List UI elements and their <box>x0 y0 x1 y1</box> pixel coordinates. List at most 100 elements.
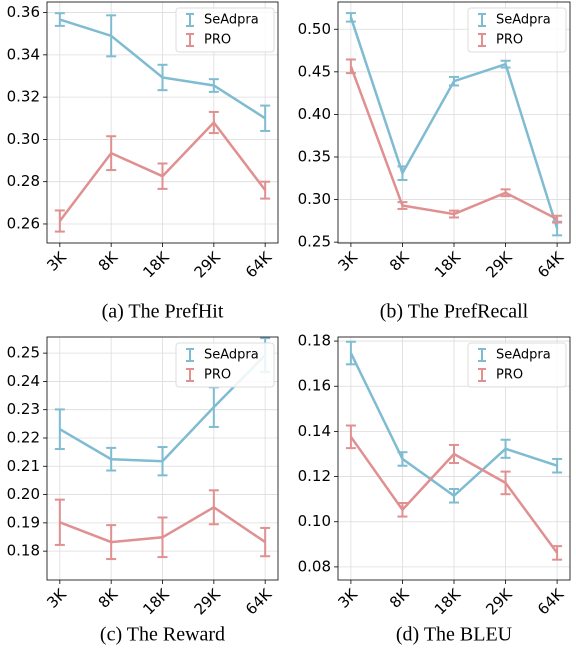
error-bar <box>500 59 511 69</box>
y-tick-label: 0.32 <box>7 88 40 106</box>
y-tick-label: 0.30 <box>298 190 331 208</box>
legend-label: SeAdpra <box>204 13 259 28</box>
y-tick-label: 0.26 <box>7 214 40 232</box>
legend-box <box>467 342 567 388</box>
x-tick-label: 64K <box>534 247 568 281</box>
y-tick-label: 0.10 <box>298 512 331 530</box>
legend: SeAdpra PRO <box>467 342 567 388</box>
error-bar <box>449 75 459 87</box>
error-bar <box>397 201 408 210</box>
axes-frame <box>46 1 279 244</box>
legend: SeAdpra PRO <box>467 7 567 53</box>
error-bar <box>397 165 408 181</box>
x-tick-label: 64K <box>242 584 276 618</box>
y-tick-label: 0.08 <box>298 557 331 575</box>
x-tick-label: 18K <box>431 247 465 281</box>
panel: 0.26 0.28 0.30 0.32 0.34 0.36 3K 8K 18K 29K 64K SeA… <box>7 1 279 323</box>
error-bar <box>552 220 563 237</box>
legend-label: PRO <box>496 368 523 383</box>
error-bar <box>54 498 65 546</box>
legend-box <box>175 7 275 53</box>
legend: SeAdpra PRO <box>175 7 275 53</box>
error-bar <box>260 180 271 200</box>
error-bar <box>208 386 219 428</box>
axes-frame <box>46 336 279 581</box>
x-tick-label: 8K <box>95 247 122 274</box>
y-tick-label: 0.24 <box>7 372 40 390</box>
error-bar <box>106 446 117 472</box>
error-bar <box>106 14 117 58</box>
caption: (a) The PrefHit <box>102 301 224 323</box>
error-bar <box>157 63 168 92</box>
y-tick-label: 0.50 <box>298 20 331 38</box>
error-bar <box>500 470 511 496</box>
legend-box <box>467 7 567 53</box>
caption: (c) The Reward <box>100 624 225 646</box>
plot-area <box>54 12 271 233</box>
error-bar <box>208 78 219 93</box>
error-bar <box>500 438 511 459</box>
legend-box <box>175 342 275 388</box>
y-tick-label: 0.22 <box>7 428 40 446</box>
caption: (d) The BLEU <box>396 624 513 646</box>
error-bar <box>157 162 168 190</box>
legend-label: SeAdpra <box>204 348 259 363</box>
error-bar <box>449 443 459 465</box>
error-bar <box>260 526 271 558</box>
error-bar <box>54 209 65 233</box>
x-tick-label: 29K <box>191 584 225 618</box>
x-tick-label: 29K <box>191 247 225 281</box>
plot-area <box>345 12 563 237</box>
panel: 0.18 0.19 0.20 0.21 0.22 0.23 0.24 0.25 3K 8K 18K 2… <box>7 336 279 646</box>
plot-area <box>345 340 563 561</box>
y-tick-label: 0.36 <box>7 3 40 21</box>
error-bar <box>500 188 511 198</box>
y-tick-label: 0.34 <box>7 45 40 63</box>
x-tick-label: 8K <box>386 247 413 274</box>
x-tick-label: 3K <box>334 247 361 274</box>
legend-label: PRO <box>204 33 231 48</box>
legend: SeAdpra PRO <box>175 342 275 388</box>
x-tick-label: 3K <box>43 584 70 611</box>
error-bar <box>345 424 356 450</box>
x-tick-label: 18K <box>431 584 465 618</box>
x-tick-label: 64K <box>534 584 568 618</box>
x-tick-label: 8K <box>386 584 413 611</box>
x-tick-label: 3K <box>334 584 361 611</box>
y-tick-label: 0.25 <box>7 344 40 362</box>
y-tick-label: 0.16 <box>298 377 331 395</box>
y-tick-label: 0.18 <box>298 332 331 350</box>
error-bar <box>397 451 408 467</box>
x-tick-label: 64K <box>242 247 276 281</box>
error-bar <box>157 446 168 477</box>
y-tick-label: 0.12 <box>298 467 331 485</box>
y-tick-label: 0.40 <box>298 105 331 123</box>
error-bar <box>449 209 459 219</box>
legend-label: SeAdpra <box>496 348 551 363</box>
error-bar <box>208 110 219 135</box>
caption: (b) The PrefRecall <box>380 301 529 323</box>
error-bar <box>54 12 65 27</box>
panel: 0.25 0.30 0.35 0.40 0.45 0.50 3K 8K 18K 29K 64K SeA… <box>298 1 571 323</box>
error-bar <box>208 489 219 526</box>
error-bar <box>449 487 459 504</box>
x-tick-label: 8K <box>95 584 122 611</box>
error-bar <box>157 516 168 559</box>
error-bar <box>552 214 563 224</box>
y-tick-label: 0.35 <box>298 147 331 165</box>
x-tick-label: 29K <box>482 247 516 281</box>
y-tick-label: 0.30 <box>7 130 40 148</box>
y-tick-label: 0.23 <box>7 400 40 418</box>
x-tick-label: 18K <box>139 247 173 281</box>
error-bar <box>106 135 117 172</box>
y-tick-label: 0.28 <box>7 172 40 190</box>
y-tick-label: 0.45 <box>298 62 331 80</box>
axes-frame <box>337 336 571 581</box>
error-bar <box>260 104 271 132</box>
legend-label: PRO <box>204 368 231 383</box>
y-tick-label: 0.18 <box>7 542 40 560</box>
error-bar <box>552 457 563 474</box>
legend-label: PRO <box>496 33 523 48</box>
axes-frame <box>337 1 571 244</box>
